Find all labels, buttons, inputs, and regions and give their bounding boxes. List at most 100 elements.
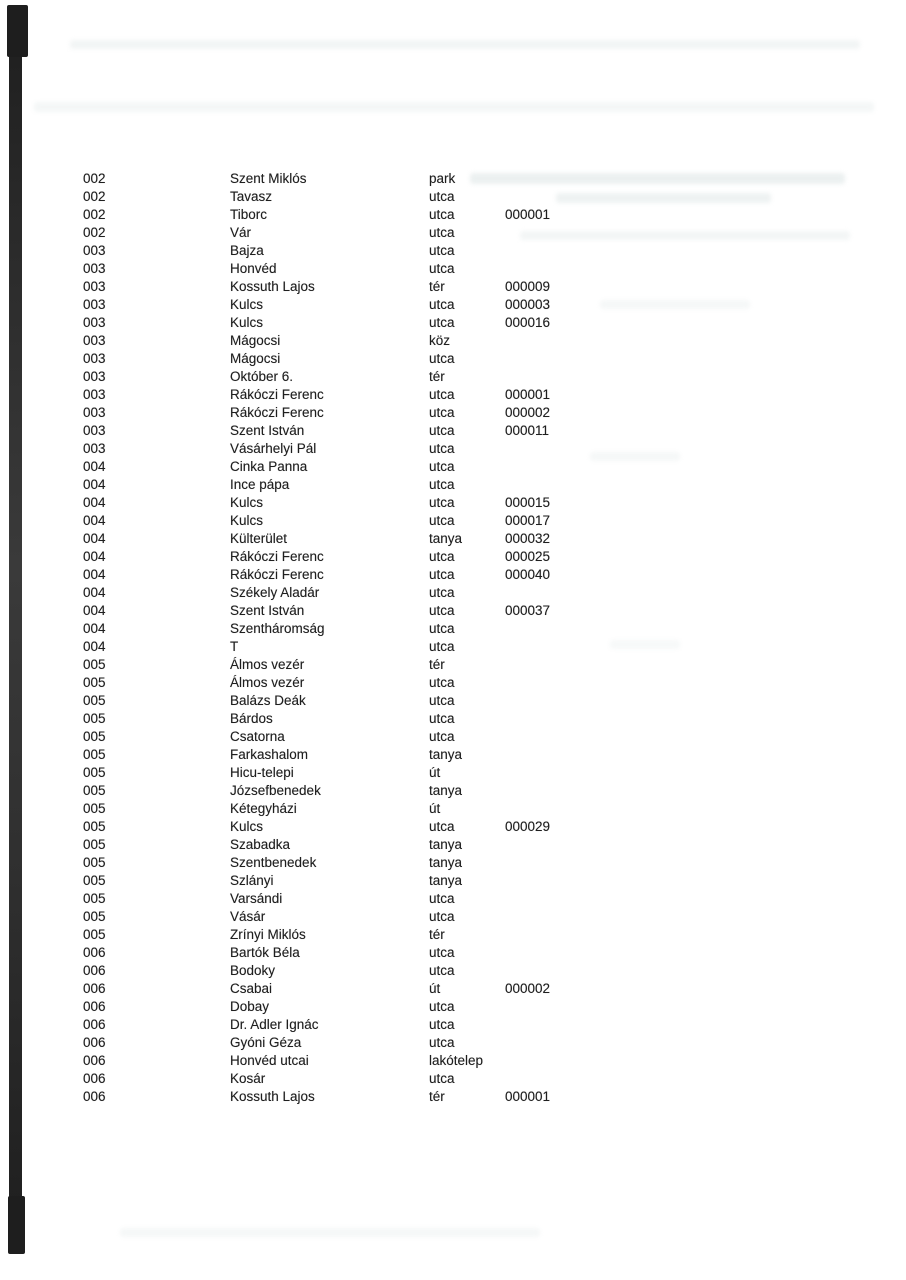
street-type-cell: utca bbox=[429, 243, 455, 258]
street-type-cell: tanya bbox=[429, 837, 463, 852]
street-type-cell: utca bbox=[429, 963, 455, 978]
street-type-cell: utca bbox=[429, 603, 455, 618]
district-code-cell: 003 bbox=[83, 387, 106, 402]
table-row: 004 Székely Aladár utca bbox=[0, 584, 906, 602]
scanner-edge-bar-bottom bbox=[8, 1196, 25, 1254]
street-type-cell: tér bbox=[429, 279, 445, 294]
street-type-cell: park bbox=[429, 171, 456, 186]
table-row: 006 Kossuth Lajos tér 000001 bbox=[0, 1088, 906, 1106]
table-row: 005 Balázs Deák utca bbox=[0, 692, 906, 710]
district-code-cell: 004 bbox=[83, 639, 106, 654]
street-type-cell: út bbox=[429, 765, 441, 780]
street-name-cell: Vásár bbox=[230, 909, 266, 924]
street-name-cell: Bárdos bbox=[230, 711, 273, 726]
table-row: 003 Október 6. tér bbox=[0, 368, 906, 386]
street-type-cell: utca bbox=[429, 513, 455, 528]
street-type-cell: utca bbox=[429, 909, 455, 924]
house-number-cell bbox=[505, 350, 615, 368]
district-code-cell: 006 bbox=[83, 1035, 106, 1050]
house-number-cell bbox=[505, 1034, 615, 1052]
district-code-cell: 006 bbox=[83, 999, 106, 1014]
table-row: 004 Rákóczi Ferenc utca 000040 bbox=[0, 566, 906, 584]
house-number-cell bbox=[505, 692, 615, 710]
street-type-cell: utca bbox=[429, 585, 455, 600]
street-type-cell: utca bbox=[429, 297, 455, 312]
district-code-cell: 005 bbox=[83, 729, 106, 744]
district-code-cell: 002 bbox=[83, 189, 106, 204]
street-name-cell: Hicu-telepi bbox=[230, 765, 294, 780]
street-name-cell: Cinka Panna bbox=[230, 459, 308, 474]
table-row: 005 Álmos vezér tér bbox=[0, 656, 906, 674]
street-name-cell: Október 6. bbox=[230, 369, 294, 384]
district-code-cell: 005 bbox=[83, 711, 106, 726]
street-name-cell: Kulcs bbox=[230, 513, 264, 528]
street-name-cell: Székely Aladár bbox=[230, 585, 320, 600]
street-name-cell: Bartók Béla bbox=[230, 945, 300, 960]
street-name-cell: Szent Miklós bbox=[230, 171, 307, 186]
table-row: 003 Szent István utca 000011 bbox=[0, 422, 906, 440]
street-type-cell: utca bbox=[429, 639, 455, 654]
district-code-cell: 005 bbox=[83, 783, 106, 798]
house-number-cell bbox=[505, 836, 615, 854]
street-name-cell: Rákóczi Ferenc bbox=[230, 405, 324, 420]
district-code-cell: 006 bbox=[83, 1053, 106, 1068]
house-number-cell bbox=[505, 674, 615, 692]
table-row: 005 Varsándi utca bbox=[0, 890, 906, 908]
district-code-cell: 005 bbox=[83, 837, 106, 852]
house-number-cell bbox=[505, 368, 615, 386]
table-row: 003 Kulcs utca 000016 bbox=[0, 314, 906, 332]
district-code-cell: 006 bbox=[83, 1017, 106, 1032]
district-code-cell: 006 bbox=[83, 963, 106, 978]
district-code-cell: 003 bbox=[83, 243, 106, 258]
street-type-cell: utca bbox=[429, 225, 455, 240]
table-row: 004 Külterület tanya 000032 bbox=[0, 530, 906, 548]
table-row: 005 Zrínyi Miklós tér bbox=[0, 926, 906, 944]
district-code-cell: 005 bbox=[83, 765, 106, 780]
street-name-cell: Kétegyházi bbox=[230, 801, 297, 816]
street-name-cell: Bodoky bbox=[230, 963, 276, 978]
table-row: 003 Rákóczi Ferenc utca 000002 bbox=[0, 404, 906, 422]
table-row: 002 Szent Miklós park bbox=[0, 170, 906, 188]
street-type-cell: utca bbox=[429, 891, 455, 906]
street-name-cell: Szent István bbox=[230, 603, 305, 618]
house-number-cell bbox=[505, 782, 615, 800]
house-number-cell bbox=[505, 1070, 615, 1088]
table-row: 005 Csatorna utca bbox=[0, 728, 906, 746]
street-type-cell: utca bbox=[429, 1035, 455, 1050]
district-code-cell: 005 bbox=[83, 873, 106, 888]
house-number-cell bbox=[505, 962, 615, 980]
house-number-cell bbox=[505, 188, 615, 206]
street-name-cell: Farkashalom bbox=[230, 747, 309, 762]
house-number-cell bbox=[505, 458, 615, 476]
table-row: 003 Kulcs utca 000003 bbox=[0, 296, 906, 314]
house-number-cell: 000016 bbox=[505, 315, 551, 330]
table-row: 005 Álmos vezér utca bbox=[0, 674, 906, 692]
street-name-cell: Bajza bbox=[230, 243, 264, 258]
house-number-cell bbox=[505, 242, 615, 260]
street-type-cell: utca bbox=[429, 819, 455, 834]
table-row: 005 Kétegyházi út bbox=[0, 800, 906, 818]
street-name-cell: Ince pápa bbox=[230, 477, 290, 492]
street-name-cell: Gyóni Géza bbox=[230, 1035, 302, 1050]
street-name-cell: Szabadka bbox=[230, 837, 291, 852]
table-row: 002 Tiborc utca 000001 bbox=[0, 206, 906, 224]
house-number-cell bbox=[505, 872, 615, 890]
table-row: 002 Vár utca bbox=[0, 224, 906, 242]
district-code-cell: 005 bbox=[83, 891, 106, 906]
table-row: 003 Bajza utca bbox=[0, 242, 906, 260]
street-name-cell: Balázs Deák bbox=[230, 693, 306, 708]
show-through-artifact bbox=[34, 102, 874, 112]
house-number-cell bbox=[505, 1016, 615, 1034]
table-row: 005 Szlányi tanya bbox=[0, 872, 906, 890]
district-code-cell: 004 bbox=[83, 603, 106, 618]
street-name-cell: Kosár bbox=[230, 1071, 266, 1086]
table-row: 003 Mágocsi utca bbox=[0, 350, 906, 368]
street-type-cell: utca bbox=[429, 549, 455, 564]
district-code-cell: 003 bbox=[83, 369, 106, 384]
house-number-cell: 000002 bbox=[505, 405, 551, 420]
table-row: 003 Kossuth Lajos tér 000009 bbox=[0, 278, 906, 296]
street-name-cell: Kossuth Lajos bbox=[230, 1089, 315, 1104]
street-type-cell: utca bbox=[429, 441, 455, 456]
house-number-cell bbox=[505, 638, 615, 656]
street-type-cell: tér bbox=[429, 927, 445, 942]
